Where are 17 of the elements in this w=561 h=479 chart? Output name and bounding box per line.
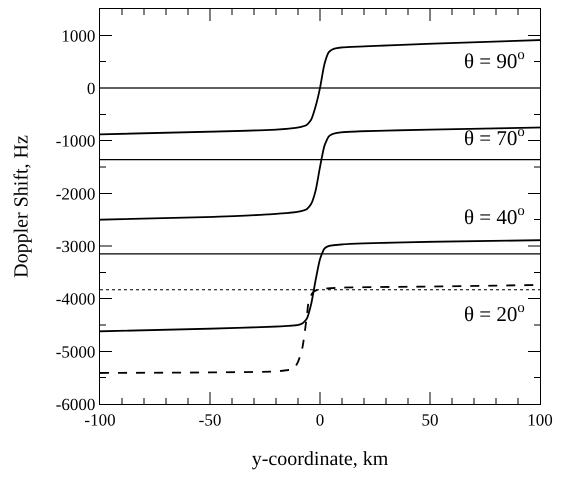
y-tick-label: -3000 — [56, 236, 96, 256]
y-tick-label: -5000 — [56, 342, 96, 362]
y-axis-title: Doppler Shift, Hz — [10, 135, 32, 278]
y-tick-label: -4000 — [56, 290, 96, 309]
annotation: θ = 90$^{o}$ — [464, 47, 525, 73]
annotation: θ = 40$^{o}$ — [464, 203, 525, 229]
x-tick-label: 100 — [527, 410, 553, 430]
y-tick-label: -1000 — [56, 132, 96, 151]
x-tick-label: 0 — [316, 410, 324, 430]
annotation: θ = 20$^{o}$ — [464, 300, 525, 326]
x-axis-title: y-coordinate, km — [252, 448, 389, 470]
annotation: θ = 70$^{o}$ — [464, 124, 525, 150]
x-tick-label: -50 — [198, 410, 222, 430]
y-tick-label: 1000 — [61, 26, 96, 46]
y-tick-label: 0 — [86, 78, 96, 98]
y-tick-label: -2000 — [56, 184, 96, 204]
x-tick-label: 50 — [422, 410, 438, 430]
